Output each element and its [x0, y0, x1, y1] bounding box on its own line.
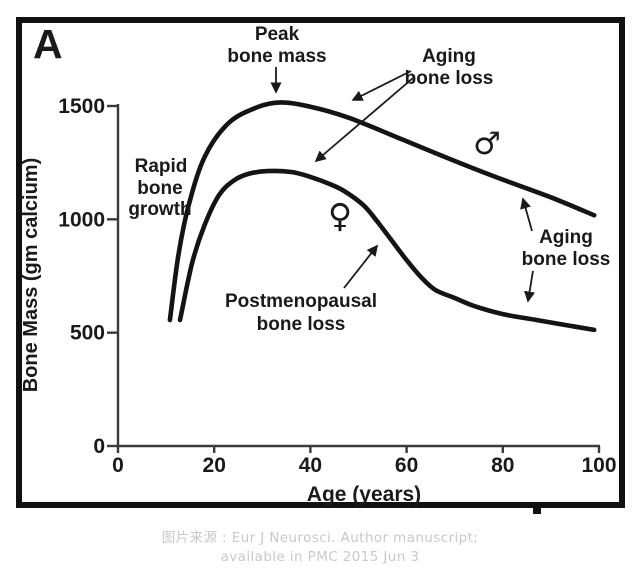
aging-right-arrow-female — [524, 270, 536, 303]
x-tick-label: 20 — [203, 454, 226, 477]
postmenopausal-label-line2: bone loss — [257, 314, 346, 335]
y-tick-label: 0 — [93, 435, 105, 458]
y-tick-label: 1000 — [58, 208, 105, 231]
female-curve — [177, 168, 597, 333]
aging-top-label-line2: bone loss — [405, 68, 494, 89]
x-tick-label: 80 — [491, 454, 514, 477]
y-axis: 0 500 1000 1500 Bone Mass (gm calcium) — [20, 95, 120, 458]
x-axis-title: Age (years) — [307, 483, 421, 506]
x-axis-ticks: 0 20 40 60 80 100 — [112, 446, 617, 477]
y-axis-ticks: 0 500 1000 1500 — [58, 95, 118, 458]
annotation-postmenopausal-bone-loss: Postmenopausal bone loss — [225, 244, 379, 335]
figure-frame — [16, 17, 625, 508]
postmenopausal-label-line1: Postmenopausal — [225, 291, 377, 312]
aging-right-arrow-male — [520, 197, 533, 232]
image-source-caption: 图片来源 : Eur J Neurosci. Author manuscript… — [0, 529, 640, 567]
aging-top-arrow-male — [351, 70, 412, 101]
aging-top-arrow-female — [314, 77, 414, 163]
x-axis: 0 20 40 60 80 100 Age (years) — [112, 444, 617, 506]
y-axis-title: Bone Mass (gm calcium) — [20, 158, 42, 393]
male-symbol-icon: ♂ — [473, 126, 501, 162]
panel-label: A — [33, 21, 63, 67]
aging-top-label-line1: Aging — [422, 46, 476, 67]
caption-line2: available in PMC 2015 Jun 3 — [220, 549, 420, 565]
peak-bone-mass-label-line2: bone mass — [227, 46, 326, 67]
postmenopausal-arrow — [343, 244, 379, 289]
peak-bone-mass-label-line1: Peak — [255, 24, 300, 45]
y-tick-label: 500 — [70, 322, 105, 345]
rapid-label-line3: growth — [128, 199, 191, 220]
y-tick-label: 1500 — [58, 95, 105, 118]
annotation-aging-bone-loss-right: Aging bone loss — [520, 197, 611, 303]
rapid-label-line2: bone — [137, 178, 182, 199]
female-symbol-icon: ♀ — [328, 196, 352, 235]
annotation-peak-bone-mass: Peak bone mass — [227, 24, 327, 94]
artifact-mark — [533, 506, 541, 514]
caption-line1: 图片来源 : Eur J Neurosci. Author manuscript… — [161, 530, 479, 546]
rapid-label-line1: Rapid — [135, 156, 188, 177]
x-tick-label: 40 — [299, 454, 322, 477]
annotation-rapid-bone-growth: Rapid bone growth — [128, 156, 191, 220]
aging-right-label-line1: Aging — [539, 227, 593, 248]
x-tick-label: 0 — [112, 454, 124, 477]
annotation-aging-bone-loss-top: Aging bone loss — [314, 46, 494, 163]
x-tick-label: 60 — [395, 454, 418, 477]
x-tick-label: 100 — [581, 454, 616, 477]
male-curve — [167, 100, 597, 323]
aging-right-label-line2: bone loss — [522, 249, 611, 270]
